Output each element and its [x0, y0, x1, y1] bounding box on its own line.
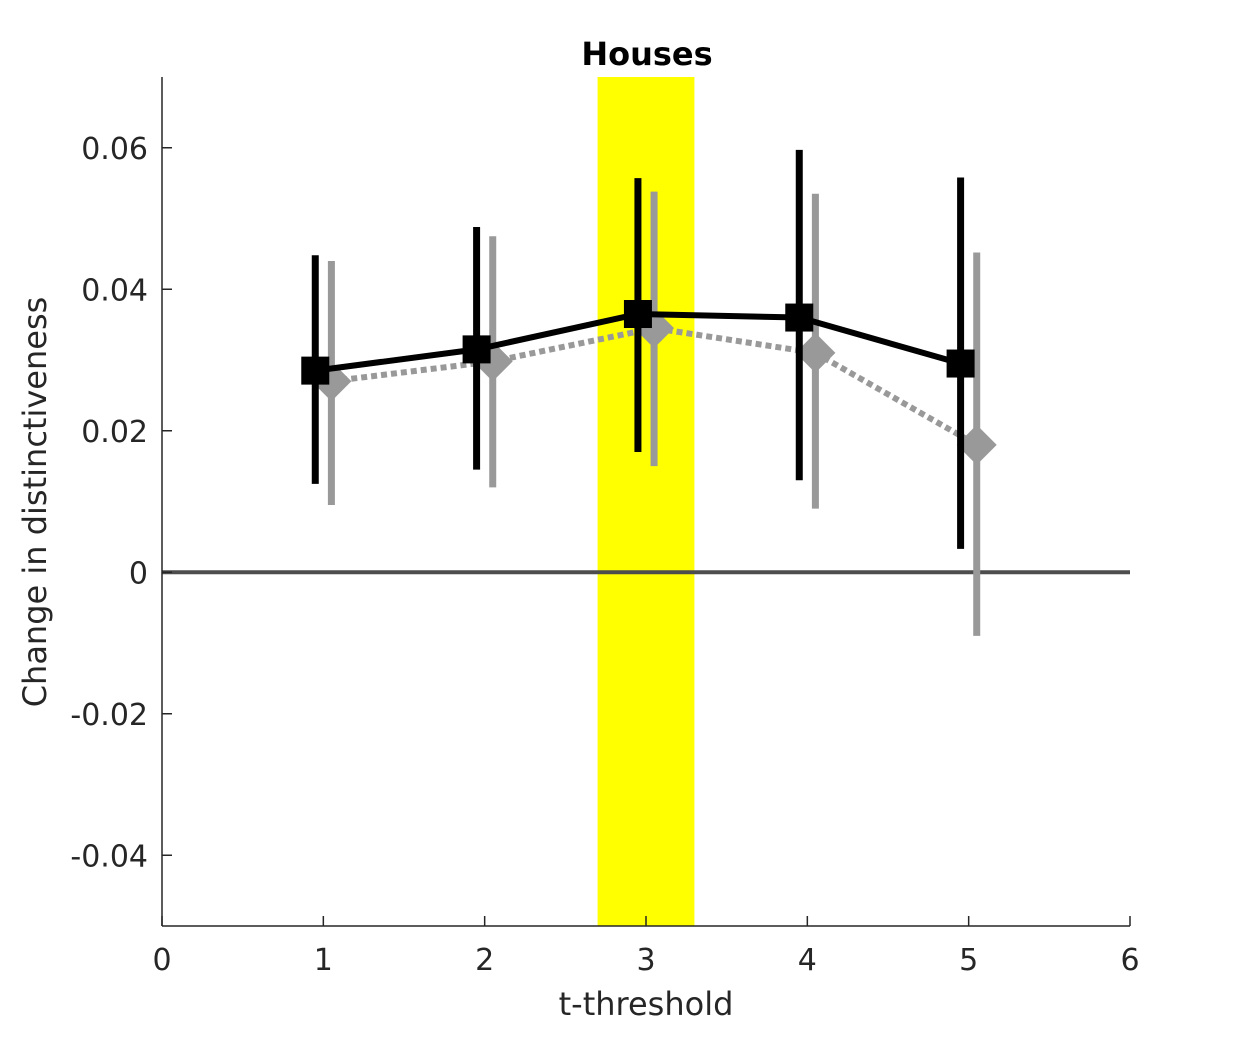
y-axis-ticks: -0.04 -0.02 0 0.02 0.04 0.06 [70, 132, 172, 874]
data-point-square [785, 303, 814, 332]
data-point-square [462, 335, 491, 364]
y-axis-label: Change in distinctiveness [16, 297, 54, 708]
highlight-band-layer [597, 77, 695, 926]
series-layer [301, 149, 997, 636]
data-point-square [301, 356, 330, 385]
x-tick-label: 0 [152, 943, 171, 978]
x-axis-label: t-threshold [559, 985, 734, 1023]
series-diamond [311, 191, 997, 636]
data-point-square [623, 300, 652, 329]
x-tick-label: 5 [959, 943, 978, 978]
x-tick-label: 1 [314, 943, 333, 978]
data-point-diamond [795, 332, 836, 373]
data-point-diamond [956, 424, 997, 465]
y-tick-label: 0.04 [81, 273, 148, 308]
x-tick-label: 2 [475, 943, 494, 978]
data-point-square [946, 349, 975, 378]
x-tick-label: 6 [1120, 943, 1139, 978]
x-tick-label: 3 [636, 943, 655, 978]
x-axis-ticks: 0 1 2 3 4 5 6 [152, 916, 1140, 978]
y-tick-label: 0.02 [81, 415, 148, 450]
chart-title: Houses [581, 35, 712, 73]
series-square [301, 149, 975, 549]
y-tick-label: -0.04 [70, 839, 148, 874]
x-tick-label: 4 [798, 943, 817, 978]
y-tick-label: 0.06 [81, 132, 148, 167]
highlight-band [597, 77, 695, 926]
y-tick-label: 0 [129, 556, 148, 591]
y-tick-label: -0.02 [70, 698, 148, 733]
series-line [331, 325, 979, 448]
